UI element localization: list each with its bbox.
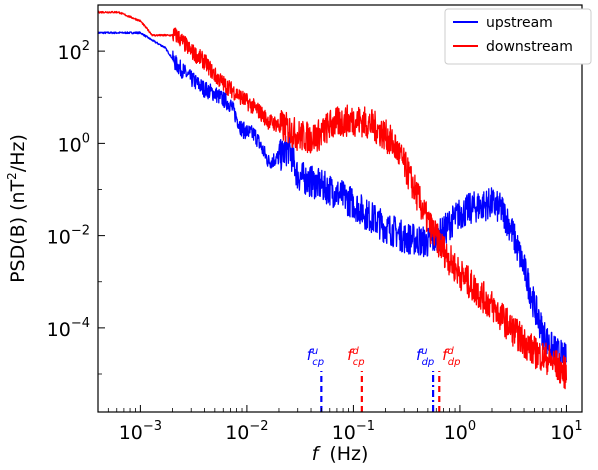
x-tick-label: 101 [550, 419, 582, 444]
marker-label: fd dp [442, 346, 460, 368]
y-tick-label-base: 10 [47, 319, 71, 341]
x-tick-label: 100 [444, 419, 476, 444]
marker-label-sub: dp [422, 357, 435, 368]
y-tick-label: 10−2 [47, 224, 90, 249]
x-tick-label-exponent: 1 [574, 419, 582, 434]
marker-label-symbol: f [347, 346, 355, 364]
x-tick-label-exponent: −2 [249, 419, 268, 434]
x-axis-label: f (Hz) [312, 443, 369, 465]
y-tick-label-base: 10 [58, 134, 82, 156]
x-axis-label-units: (Hz) [329, 443, 368, 465]
marker-label-sup: d [447, 346, 454, 357]
marker-label-sub: dp [448, 357, 461, 368]
y-tick-label: 10−4 [47, 316, 90, 341]
x-axis-ticks: 10−3 10−2 10−1 100 101 [107, 405, 583, 444]
x-tick-label-exponent: 0 [468, 419, 476, 434]
legend-label-downstream: downstream [486, 39, 573, 55]
y-tick-label-exponent: 2 [82, 39, 90, 54]
y-axis-label: PSD(B) (nT2/Hz) [5, 134, 29, 283]
x-axis-label-symbol: f [312, 443, 322, 465]
x-tick-label-base: 10 [119, 422, 143, 444]
y-axis-label-sup: 2 [5, 172, 19, 180]
marker-label-symbol: f [307, 346, 315, 364]
legend-label-upstream: upstream [486, 15, 553, 31]
marker-label: fu dp [416, 346, 434, 368]
marker-label-sup: u [421, 346, 427, 357]
y-axis-label-base: PSD(B) (nT [7, 179, 29, 283]
marker-label-sub: cp [312, 357, 324, 368]
x-tick-label-base: 10 [332, 422, 356, 444]
marker-label-sub: cp [353, 357, 365, 368]
marker-label-symbol: f [416, 346, 424, 364]
marker-label-sup: d [352, 346, 359, 357]
x-tick-label-base: 10 [225, 422, 249, 444]
legend-box [444, 8, 592, 65]
y-tick-label-exponent: 0 [82, 131, 90, 146]
marker-label: fu cp [307, 346, 324, 368]
x-tick-label-base: 10 [550, 422, 574, 444]
y-axis-label-end: /Hz) [7, 134, 29, 172]
x-tick-label-exponent: −3 [143, 419, 162, 434]
y-tick-label: 100 [58, 131, 90, 156]
y-tick-label-base: 10 [47, 227, 71, 249]
legend: upstream downstream [444, 8, 592, 65]
plot-frame [97, 4, 583, 413]
marker-label-sup: u [312, 346, 318, 357]
x-tick-label-exponent: −1 [356, 419, 375, 434]
y-tick-label-exponent: −4 [71, 316, 90, 331]
plot-lines [97, 10, 568, 390]
x-tick-label-base: 10 [444, 422, 468, 444]
marker-label: fd cp [347, 346, 365, 368]
series-line-downstream [97, 10, 568, 390]
y-tick-label-exponent: −2 [71, 224, 90, 239]
marker-label-symbol: f [442, 346, 450, 364]
series-line-upstream [97, 31, 568, 373]
y-tick-label: 102 [58, 39, 90, 64]
frequency-markers: fu cp fd cp fu dp fd dp [307, 346, 460, 412]
y-tick-label-base: 10 [58, 42, 82, 64]
x-tick-label: 10−2 [225, 419, 268, 444]
x-tick-label: 10−3 [119, 419, 162, 444]
x-tick-label: 10−1 [332, 419, 375, 444]
